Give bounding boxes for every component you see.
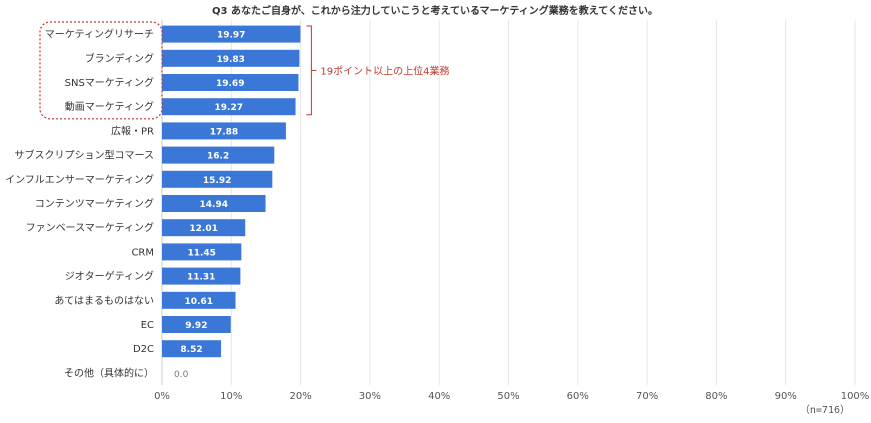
category-label: サブスクリプション型コマース (15, 149, 155, 162)
category-label: D2C (133, 344, 154, 355)
bar (162, 219, 246, 237)
category-label: コンテンツマーケティング (35, 197, 154, 210)
category-label: ファンベースマーケティング (26, 221, 154, 234)
bar-value-label: 14.94 (200, 200, 228, 210)
highlight-bracket (306, 25, 317, 116)
bar-value-label: 9.92 (185, 321, 207, 331)
x-tick-label: 80% (705, 391, 727, 402)
top4-highlight: 19ポイント以上の上位4業務 (39, 21, 449, 120)
bar-value-label: 0.0 (174, 370, 189, 380)
x-tick-label: 70% (636, 391, 658, 402)
x-tick-label: 20% (289, 391, 311, 402)
bar-value-label: 11.45 (187, 248, 215, 258)
category-label: 動画マーケティング (65, 100, 154, 113)
bar-value-label: 8.52 (180, 345, 202, 355)
sample-size-note: （n=716） (800, 404, 850, 416)
x-tick-label: 10% (220, 391, 242, 402)
category-label: ジオターゲティング (65, 270, 154, 283)
x-tick-label: 90% (775, 391, 797, 402)
bar-value-label: 15.92 (203, 176, 231, 186)
bar-value-label: 19.69 (216, 79, 244, 89)
bar (162, 243, 242, 261)
bar (162, 122, 286, 140)
category-label: マーケティングリサーチ (45, 28, 154, 41)
bar-value-label: 11.31 (187, 273, 215, 283)
bar (162, 25, 301, 43)
bar (162, 98, 296, 116)
bar (162, 146, 275, 164)
bar-value-label: 19.83 (216, 55, 244, 65)
bars: 19.97 19.83 19.69 19.27 17.88 16.2 15.92 14.94 1… (162, 25, 301, 380)
bar (162, 49, 300, 67)
x-tick-label: 60% (567, 391, 589, 402)
bar-value-label: 10.61 (185, 297, 213, 307)
bar (162, 340, 222, 358)
chart-title: Q3 あなたご自身が、これから注力していこうと考えているマーケティング業務を教え… (212, 4, 658, 17)
x-tick-label: 40% (428, 391, 450, 402)
highlight-box (39, 21, 163, 120)
bar-value-label: 19.27 (215, 103, 243, 113)
category-label: 広報・PR (111, 124, 154, 137)
bar (162, 316, 231, 333)
x-tick-label: 0% (154, 391, 170, 402)
bar (162, 195, 266, 212)
bar-value-label: 19.97 (217, 31, 245, 41)
category-label: インフルエンサーマーケティング (5, 173, 154, 186)
x-tick-label: 30% (359, 391, 381, 402)
bar (162, 291, 236, 309)
category-label: CRM (131, 247, 154, 258)
bar (162, 267, 241, 285)
category-label: EC (141, 320, 154, 331)
x-tick-label: 50% (497, 391, 519, 402)
bar-value-label: 16.2 (207, 152, 229, 162)
category-label: あてはまるものはない (54, 295, 154, 307)
bar (162, 74, 299, 91)
bar-value-label: 17.88 (210, 127, 238, 137)
category-label: SNSマーケティング (65, 76, 154, 89)
category-label: その他（具体的に） (64, 366, 154, 379)
bar-value-label: 12.01 (189, 224, 217, 234)
annotation-label: 19ポイント以上の上位4業務 (320, 64, 449, 77)
category-label: ブランディング (85, 52, 154, 65)
bar (162, 170, 273, 188)
x-tick-label: 100% (841, 391, 870, 402)
x-tick-labels: 0% 10% 20% 30% 40% 50% 60% 70% 80% 90% 100% (154, 391, 869, 402)
